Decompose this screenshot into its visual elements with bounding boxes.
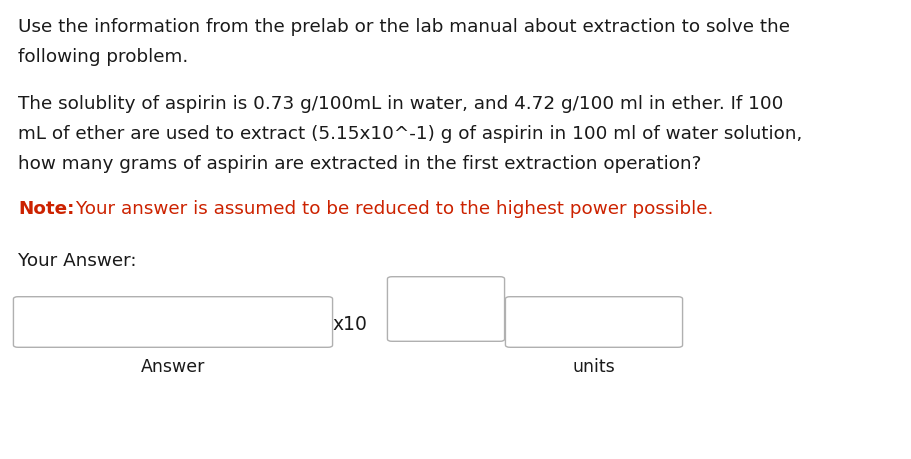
Text: following problem.: following problem. bbox=[18, 48, 188, 66]
Text: how many grams of aspirin are extracted in the first extraction operation?: how many grams of aspirin are extracted … bbox=[18, 155, 701, 173]
Text: Use the information from the prelab or the lab manual about extraction to solve : Use the information from the prelab or t… bbox=[18, 18, 789, 36]
Text: mL of ether are used to extract (5.15x10^-1) g of aspirin in 100 ml of water sol: mL of ether are used to extract (5.15x10… bbox=[18, 125, 802, 143]
Text: Your Answer:: Your Answer: bbox=[18, 252, 137, 269]
Text: units: units bbox=[572, 357, 615, 375]
Text: Answer: Answer bbox=[140, 357, 205, 375]
Text: The solublity of aspirin is 0.73 g/100mL in water, and 4.72 g/100 ml in ether. I: The solublity of aspirin is 0.73 g/100mL… bbox=[18, 95, 783, 113]
Text: Note:: Note: bbox=[18, 200, 75, 218]
Text: x10: x10 bbox=[332, 315, 366, 334]
Text: Your answer is assumed to be reduced to the highest power possible.: Your answer is assumed to be reduced to … bbox=[70, 200, 712, 218]
